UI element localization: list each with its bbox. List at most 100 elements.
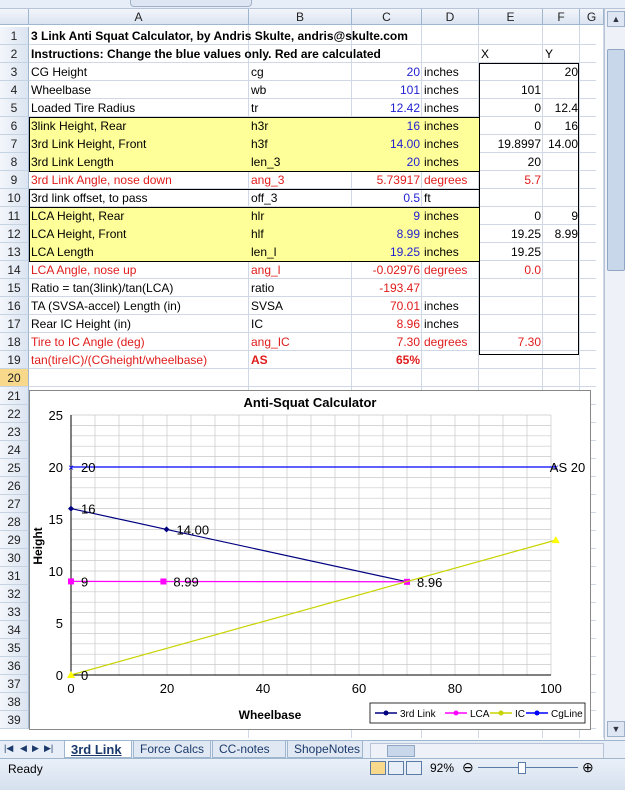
tab-cc-notes[interactable]: CC-notes [212,741,286,758]
row-header[interactable]: 15 [0,279,29,297]
row-header[interactable]: 7 [0,135,29,153]
row-header[interactable]: 2 [0,45,29,63]
cell-b19[interactable]: AS [249,351,352,369]
cell-b9[interactable]: ang_3 [249,171,352,189]
cell-b6[interactable]: h3r [249,117,352,135]
cell-a1[interactable]: 3 Link Anti Squat Calculator, by Andris … [29,27,469,45]
cell-b8[interactable]: len_3 [249,153,352,171]
cell-c4[interactable]: 101 [352,81,422,99]
cell-d14[interactable]: degrees [422,261,479,279]
cell-c17[interactable]: 8.96 [352,315,422,333]
hscroll-thumb[interactable] [387,745,415,757]
cell-b10[interactable]: off_3 [249,189,352,207]
normal-view-icon[interactable] [370,761,386,775]
next-sheet-icon[interactable]: ▶ [32,743,39,754]
vertical-scrollbar[interactable]: ▲ ▼ [604,9,625,740]
scroll-thumb[interactable] [607,49,625,271]
cell-d5[interactable]: inches [422,99,479,117]
cell-c15[interactable]: -193.47 [352,279,422,297]
cell-d8[interactable]: inches [422,153,479,171]
cell-b15[interactable]: ratio [249,279,352,297]
cell-b11[interactable]: hlr [249,207,352,225]
cell-a13[interactable]: LCA Length [29,243,249,261]
cell-b14[interactable]: ang_l [249,261,352,279]
cell-e8[interactable]: 20 [479,153,543,171]
row-header[interactable]: 35 [0,639,29,657]
row-header[interactable]: 38 [0,693,29,711]
row-header[interactable]: 20 [0,369,29,387]
cell-c3[interactable]: 20 [352,63,422,81]
cell-c9[interactable]: 5.73917 [352,171,422,189]
row-header[interactable]: 26 [0,477,29,495]
prev-sheet-icon[interactable]: ◀ [20,743,27,754]
cell-c14[interactable]: -0.02976 [352,261,422,279]
cell-f2[interactable]: Y [543,45,580,63]
cell-c7[interactable]: 14.00 [352,135,422,153]
cell-e14[interactable]: 0.0 [479,261,543,279]
cell-a14[interactable]: LCA Angle, nose up [29,261,249,279]
row-header[interactable]: 8 [0,153,29,171]
row-header[interactable]: 5 [0,99,29,117]
row-header[interactable]: 24 [0,441,29,459]
cell-a16[interactable]: TA (SVSA-accel) Length (in) [29,297,249,315]
cell-b5[interactable]: tr [249,99,352,117]
row-header[interactable]: 22 [0,405,29,423]
cell-d16[interactable]: inches [422,297,479,315]
cell-f12[interactable]: 8.99 [543,225,580,243]
row-header[interactable]: 27 [0,495,29,513]
row-header[interactable]: 37 [0,675,29,693]
first-sheet-icon[interactable]: |◀ [4,743,13,754]
cell-c16[interactable]: 70.01 [352,297,422,315]
cell-d10[interactable]: ft [422,189,479,207]
cell-b18[interactable]: ang_IC [249,333,352,351]
cell-c12[interactable]: 8.99 [352,225,422,243]
cell-e12[interactable]: 19.25 [479,225,543,243]
cell-d9[interactable]: degrees [422,171,479,189]
column-header-a[interactable]: A [29,9,249,25]
cell-a2[interactable]: Instructions: Change the blue values onl… [29,45,469,63]
cell-f6[interactable]: 16 [543,117,580,135]
cell-e9[interactable]: 5.7 [479,171,543,189]
cell-a11[interactable]: LCA Height, Rear [29,207,249,225]
cell-c13[interactable]: 19.25 [352,243,422,261]
cell-f7[interactable]: 14.00 [543,135,580,153]
cell-a8[interactable]: 3rd Link Length [29,153,249,171]
cell-c18[interactable]: 7.30 [352,333,422,351]
cell-a17[interactable]: Rear IC Height (in) [29,315,249,333]
scroll-down-icon[interactable]: ▼ [607,721,625,737]
page-break-icon[interactable] [406,761,422,775]
cell-d12[interactable]: inches [422,225,479,243]
row-header[interactable]: 4 [0,81,29,99]
row-header[interactable]: 36 [0,657,29,675]
cell-f11[interactable]: 9 [543,207,580,225]
page-layout-icon[interactable] [388,761,404,775]
tab-shopenotes[interactable]: ShopeNotes [287,741,363,758]
cell-d6[interactable]: inches [422,117,479,135]
zoom-level[interactable]: 92% [430,761,454,775]
cell-a6[interactable]: 3link Height, Rear [29,117,249,135]
cell-a19[interactable]: tan(tireIC)/(CGheight/wheelbase) [29,351,249,369]
cell-a5[interactable]: Loaded Tire Radius [29,99,249,117]
row-header[interactable]: 29 [0,531,29,549]
cell-c11[interactable]: 9 [352,207,422,225]
row-header[interactable]: 10 [0,189,29,207]
cell-b17[interactable]: IC [249,315,352,333]
tab-force-calcs[interactable]: Force Calcs [133,741,211,758]
cell-a12[interactable]: LCA Height, Front [29,225,249,243]
select-all-corner[interactable] [0,9,29,25]
row-header[interactable]: 23 [0,423,29,441]
row-header[interactable]: 25 [0,459,29,477]
cell-e7[interactable]: 19.8997 [479,135,543,153]
cell-b3[interactable]: cg [249,63,352,81]
cell-e4[interactable]: 101 [479,81,543,99]
row-header[interactable]: 12 [0,225,29,243]
cell-e5[interactable]: 0 [479,99,543,117]
cell-d4[interactable]: inches [422,81,479,99]
row-header[interactable]: 33 [0,603,29,621]
row-header[interactable]: 34 [0,621,29,639]
row-header[interactable]: 17 [0,315,29,333]
row-header[interactable]: 19 [0,351,29,369]
cell-d3[interactable]: inches [422,63,479,81]
scroll-up-icon[interactable]: ▲ [607,11,625,27]
row-header[interactable]: 18 [0,333,29,351]
